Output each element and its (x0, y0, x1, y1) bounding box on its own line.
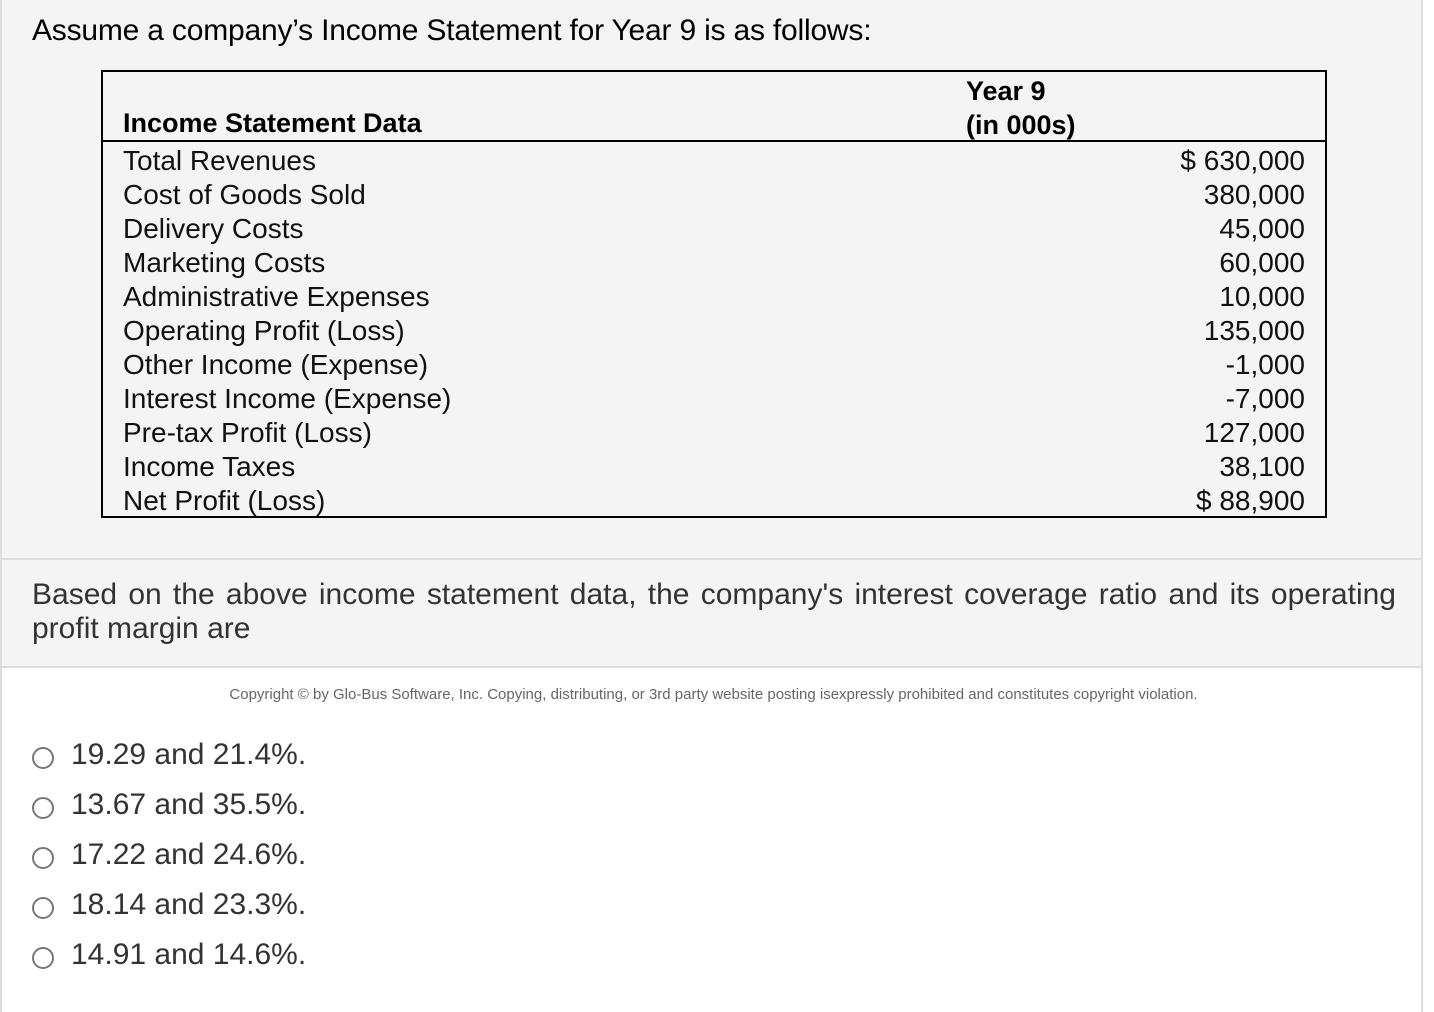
answer-option-3[interactable]: 17.22 and 24.6%. (32, 830, 306, 880)
radio-button-icon[interactable] (32, 847, 54, 869)
table-row: Total Revenues $ 630,000 (103, 144, 1325, 178)
option-label[interactable]: 13.67 and 35.5%. (71, 788, 307, 821)
question-text: Based on the above income statement data… (32, 578, 1396, 645)
row-label: Income Taxes (123, 451, 296, 482)
table-row: Marketing Costs 60,000 (103, 246, 1325, 280)
table-row: Income Taxes 38,100 (103, 450, 1325, 484)
row-label: Interest Income (Expense) (123, 383, 452, 414)
table-row: Net Profit (Loss) $ 88,900 (103, 484, 1325, 518)
table-row: Administrative Expenses 10,000 (103, 280, 1325, 314)
row-value: 45,000 (1219, 213, 1305, 244)
row-value: 135,000 (1203, 315, 1305, 346)
header-year-line1: Year 9 (966, 76, 1046, 106)
table-row: Other Income (Expense) -1,000 (103, 348, 1325, 382)
table-row: Pre-tax Profit (Loss) 127,000 (103, 416, 1325, 450)
row-label: Cost of Goods Sold (123, 179, 366, 210)
radio-button-icon[interactable] (32, 897, 54, 919)
row-label: Marketing Costs (123, 247, 326, 278)
table-row: Interest Income (Expense) -7,000 (103, 382, 1325, 416)
table-row: Delivery Costs 45,000 (103, 212, 1325, 246)
table-body: Total Revenues $ 630,000 Cost of Goods So… (103, 144, 1325, 518)
option-label[interactable]: 17.22 and 24.6%. (71, 838, 307, 871)
header-year-line2: (in 000s) (966, 110, 1076, 140)
option-label[interactable]: 18.14 and 23.3%. (71, 888, 307, 921)
option-label[interactable]: 14.91 and 14.6%. (71, 938, 307, 971)
row-label: Pre-tax Profit (Loss) (123, 417, 372, 448)
row-label: Operating Profit (Loss) (123, 315, 405, 346)
row-label: Net Profit (Loss) (123, 485, 326, 516)
row-label: Delivery Costs (123, 213, 304, 244)
income-statement-section: Assume a company’s Income Statement for … (2, 0, 1421, 560)
table-row: Operating Profit (Loss) 135,000 (103, 314, 1325, 348)
row-value: -1,000 (1225, 349, 1305, 380)
answer-options: 19.29 and 21.4%. 13.67 and 35.5%. 17.22 … (32, 730, 306, 980)
radio-button-icon[interactable] (32, 947, 54, 969)
row-value: $ 88,900 (1196, 485, 1305, 516)
row-value: 60,000 (1219, 247, 1305, 278)
answer-option-5[interactable]: 14.91 and 14.6%. (32, 930, 306, 980)
question-section: Based on the above income statement data… (2, 560, 1421, 668)
row-label: Administrative Expenses (123, 281, 430, 312)
answer-option-2[interactable]: 13.67 and 35.5%. (32, 780, 306, 830)
radio-button-icon[interactable] (32, 747, 54, 769)
answer-option-4[interactable]: 18.14 and 23.3%. (32, 880, 306, 930)
header-label: Income Statement Data (123, 108, 422, 138)
table-row: Cost of Goods Sold 380,000 (103, 178, 1325, 212)
row-value: 127,000 (1203, 417, 1305, 448)
answer-option-1[interactable]: 19.29 and 21.4%. (32, 730, 306, 780)
row-value: 38,100 (1219, 451, 1305, 482)
row-value: 10,000 (1219, 281, 1305, 312)
row-value: 380,000 (1203, 179, 1305, 210)
row-label: Total Revenues (123, 145, 317, 176)
income-statement-table: Income Statement Data Year 9 (in 000s) T… (101, 70, 1327, 518)
table-header: Income Statement Data Year 9 (in 000s) (103, 72, 1325, 142)
row-value: -7,000 (1225, 383, 1305, 414)
copyright-notice: Copyright © by Glo-Bus Software, Inc. Co… (229, 686, 1198, 703)
option-label[interactable]: 19.29 and 21.4%. (71, 738, 307, 771)
row-label: Other Income (Expense) (123, 349, 429, 380)
radio-button-icon[interactable] (32, 797, 54, 819)
row-value: $ 630,000 (1180, 145, 1305, 176)
header-year: Year 9 (in 000s) (966, 74, 1076, 142)
intro-text: Assume a company’s Income Statement for … (32, 14, 872, 47)
